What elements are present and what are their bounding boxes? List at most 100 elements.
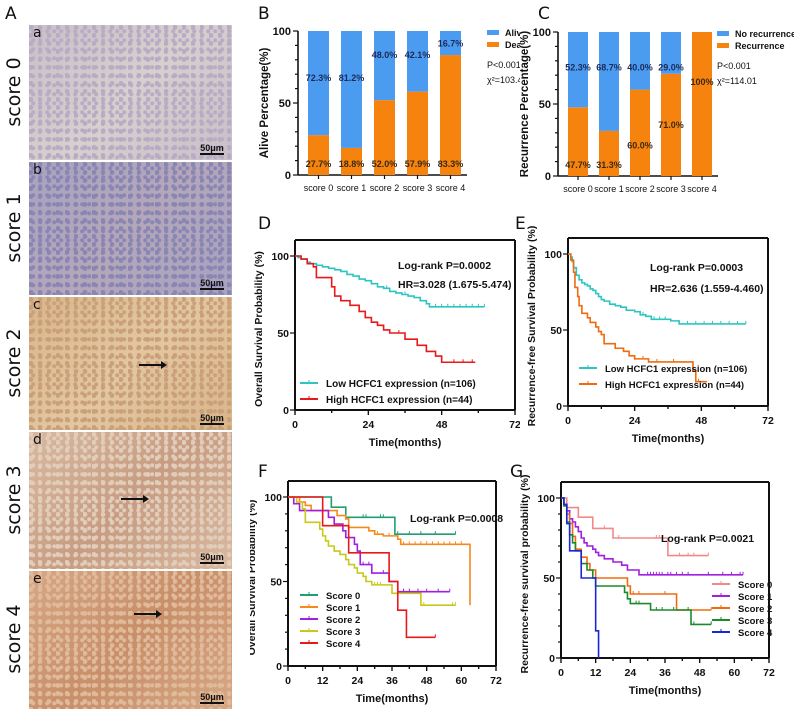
y-tick-label: 0 [285,170,291,182]
bar-data-label: 57.9% [405,159,431,169]
bar-recurrence [568,107,588,176]
legend-label: Score 2 [326,615,360,626]
x-tick-label: 36 [659,667,671,679]
bar-data-label: 52.0% [372,159,398,169]
x-tick-label: 36 [386,675,398,687]
scale-bar-label: 50μm [200,278,224,288]
legend-label: High HCFC1 expression (n=44) [605,380,744,391]
x-tick-label: score 2 [370,183,400,193]
legend-label: No recurrence [735,29,794,39]
x-tick-label: 72 [490,675,502,687]
x-tick-label: 12 [317,675,329,687]
arrow-icon [134,610,162,617]
bar-recurrence [630,89,650,176]
score-row-label: score 0 [3,56,25,127]
y-axis-label: Recurrence-free Survival Probability (%) [526,226,538,427]
y-tick-label: 100 [537,493,555,505]
bar-data-label: 72.3% [306,73,332,83]
scale-bar-line [200,423,224,425]
bar-recurrence [661,73,681,176]
legend-swatch [487,30,499,35]
x-tick-label: score 0 [563,184,593,194]
x-tick-label: 48 [421,675,433,687]
x-tick-label: 72 [763,667,775,679]
bar-data-label: 52.3% [565,63,591,73]
chart-e-recurrence-free-survival: 0 50 100 0 24 48 72 Time(months) Recurrence-free… [526,226,774,445]
bar-data-label: 42.1% [405,50,431,60]
x-tick-label: score 1 [594,184,624,194]
bar-alive [308,31,329,136]
y-tick-label: 100 [533,27,551,39]
bar-data-label: 27.7% [306,159,332,169]
micrograph-score-2: c 50μm [29,297,232,430]
bar-dead [308,135,329,175]
panel-letter-f: F [258,462,268,482]
x-tick-label: score 3 [403,183,433,193]
legend-swatch [717,31,729,36]
x-axis-label: Time(months) [356,693,429,705]
km-curve-score-0 [561,497,709,557]
x-tick-label: score 4 [687,184,717,194]
scale-bar-label: 50μm [200,413,224,423]
micrograph-sublabel: a [33,25,42,41]
scale-bar: 50μm [200,552,224,564]
legend-swatch [717,43,729,48]
bar-alive [407,31,428,92]
bar-dead [440,55,461,175]
stat-annotation: P<0.001 [717,61,751,71]
micrograph-sublabel: b [33,162,42,178]
legend-label: Score 4 [738,628,773,639]
bar-dead [341,147,362,175]
x-tick-label: score 2 [625,184,655,194]
scale-bar-label: 50μm [200,552,224,562]
micrograph-score-1: b 50μm [29,162,232,295]
legend-label: Score 1 [326,603,361,614]
y-axis-label: Recurrence Percentage(%) [520,31,531,178]
y-tick-label: 50 [279,98,291,110]
bar-recurrence [692,32,712,176]
x-tick-label: 12 [590,667,602,679]
legend-label: Low HCFC1 expression (n=106) [605,364,747,375]
stat-annotation: HR=2.636 (1.559-4.460) [650,283,764,295]
x-tick-label: 60 [728,667,740,679]
stat-annotation: Log-rank P=0.0021 [661,533,754,545]
x-tick-label: 24 [629,415,641,427]
y-axis-label: Alive Percentage(%) [259,48,271,159]
km-curve-high-hcfc1-expression-n-44 [568,253,707,383]
stat-annotation: χ²=114.01 [717,76,757,86]
stat-annotation: Log-rank P=0.0003 [650,262,743,274]
bar-data-label: 16.7% [438,39,464,49]
legend-label: Recurrence [735,41,785,51]
bar-data-label: 29.0% [658,63,684,73]
panel-letter-d: D [258,214,272,234]
y-tick-label: 0 [556,401,562,413]
bar-no-recurrence [568,32,588,108]
km-curve-high-hcfc1-expression-n-44 [295,255,476,364]
bar-data-label: 81.2% [339,73,365,83]
scale-bar: 50μm [200,413,224,425]
km-curve-score-2 [561,497,712,611]
x-tick-label: 24 [362,419,374,431]
legend-label: Score 3 [738,616,772,627]
scale-bar-label: 50μm [200,143,224,153]
micrograph-score-3: d 50μm [29,432,232,569]
bar-data-label: 31.3% [596,160,622,170]
legend-label: Score 2 [738,604,772,615]
panel-letter-c: C [538,4,550,24]
micrograph-score-4: e 50μm [29,571,232,709]
bar-data-label: 48.0% [372,50,398,60]
x-tick-label: 24 [624,667,636,679]
chart-f-overall-survival-by-score: 0 50 100 0 12 24 36 48 60 72 Time(months) Overall S… [250,480,503,705]
y-tick-label: 50 [277,328,289,340]
legend-label: Score 1 [738,592,773,603]
bar-dead [374,100,395,175]
bar-no-recurrence [661,32,681,74]
scale-bar-line [200,153,224,155]
scale-bar: 50μm [200,692,224,704]
legend-label: High HCFC1 expression (n=44) [326,395,472,406]
x-tick-label: score 4 [436,183,466,193]
bar-no-recurrence [599,32,619,131]
y-tick-label: 0 [276,661,282,673]
micrograph-score-0: a 50μm [29,25,232,160]
micrograph-sublabel: e [33,571,42,587]
